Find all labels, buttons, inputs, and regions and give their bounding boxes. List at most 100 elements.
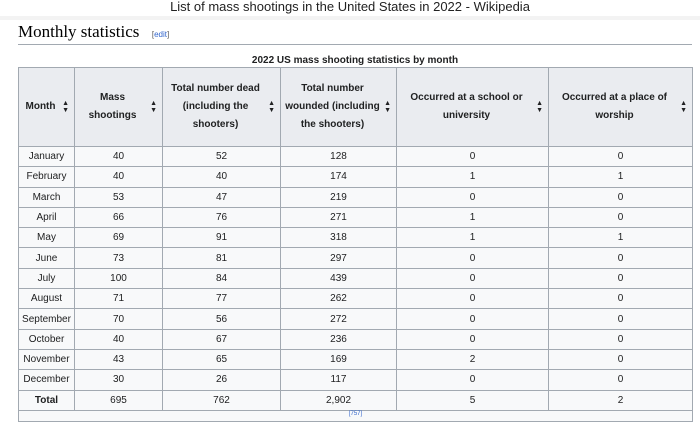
table-cell: 2 bbox=[396, 348, 549, 371]
total-cell: 2 bbox=[548, 389, 693, 411]
table-cell: 100 bbox=[74, 267, 163, 290]
sort-icon[interactable]: ▲ ▼ bbox=[536, 100, 543, 114]
table-cell: 219 bbox=[280, 186, 397, 208]
total-cell: Total bbox=[18, 389, 75, 411]
sort-icon[interactable]: ▲ ▼ bbox=[384, 100, 391, 114]
table-cell: 0 bbox=[548, 145, 693, 168]
sort-icon[interactable]: ▲ ▼ bbox=[62, 100, 69, 114]
table-cell: 117 bbox=[280, 369, 397, 391]
column-header[interactable]: Occurred at a place of worship ▲ ▼ bbox=[548, 67, 693, 147]
total-row: Total 695 762 2,902 5 2 bbox=[18, 389, 693, 411]
table-cell: July bbox=[18, 267, 75, 290]
table-cell: June bbox=[18, 247, 75, 269]
table-cell: August bbox=[18, 288, 75, 310]
table-cell: 0 bbox=[396, 247, 549, 269]
table-cell: January bbox=[18, 145, 75, 168]
table-cell: 0 bbox=[396, 186, 549, 208]
table-cell: 0 bbox=[548, 247, 693, 269]
table-cell: 0 bbox=[548, 348, 693, 371]
column-header[interactable]: Month ▲ ▼ bbox=[18, 67, 75, 147]
total-cell: 762 bbox=[162, 389, 281, 411]
table-row: January 40 52 128 0 0 bbox=[18, 145, 693, 168]
table-cell: 71 bbox=[74, 288, 163, 310]
table-cell: 53 bbox=[74, 186, 163, 208]
total-cell: 695 bbox=[74, 389, 163, 411]
edit-link[interactable]: edit bbox=[154, 30, 167, 39]
sort-icon[interactable]: ▲ ▼ bbox=[680, 100, 687, 114]
table-cell: 236 bbox=[280, 328, 397, 350]
edit-section: [edit] bbox=[151, 30, 170, 39]
table-cell: 1 bbox=[396, 227, 549, 249]
table-cell: 0 bbox=[548, 206, 693, 229]
table-cell: 174 bbox=[280, 166, 397, 188]
table-cell: 52 bbox=[162, 145, 281, 168]
table-cell: 69 bbox=[74, 227, 163, 249]
table-row: October 40 67 236 0 0 bbox=[18, 328, 693, 350]
table-cell: 77 bbox=[162, 288, 281, 310]
table-cell: 40 bbox=[162, 166, 281, 188]
table-cell: 169 bbox=[280, 348, 397, 371]
total-cell: 2,902 bbox=[280, 389, 397, 411]
table-row: May 69 91 318 1 1 bbox=[18, 227, 693, 249]
table-cell: 439 bbox=[280, 267, 397, 290]
table-row: April 66 76 271 1 0 bbox=[18, 206, 693, 229]
table-cell: 40 bbox=[74, 145, 163, 168]
table-cell: 66 bbox=[74, 206, 163, 229]
table-cell: 297 bbox=[280, 247, 397, 269]
table-row: July 100 84 439 0 0 bbox=[18, 267, 693, 290]
sort-icon[interactable]: ▲ ▼ bbox=[150, 100, 157, 114]
table-cell: 271 bbox=[280, 206, 397, 229]
table-cell: 1 bbox=[548, 166, 693, 188]
table-cell: 0 bbox=[548, 267, 693, 290]
table-cell: March bbox=[18, 186, 75, 208]
section-heading: Monthly statistics [edit] bbox=[18, 22, 692, 45]
table-cell: 0 bbox=[396, 369, 549, 391]
table-cell: 26 bbox=[162, 369, 281, 391]
column-header[interactable]: Total number dead (including the shooter… bbox=[162, 67, 281, 147]
table-cell: 0 bbox=[548, 288, 693, 310]
table-cell: 84 bbox=[162, 267, 281, 290]
table-cell: 272 bbox=[280, 308, 397, 330]
table-cell: 262 bbox=[280, 288, 397, 310]
table-row: September 70 56 272 0 0 bbox=[18, 308, 693, 330]
table-cell: 43 bbox=[74, 348, 163, 371]
table-row: February 40 40 174 1 1 bbox=[18, 166, 693, 188]
table-cell: 65 bbox=[162, 348, 281, 371]
table-row: June 73 81 297 0 0 bbox=[18, 247, 693, 269]
total-cell: 5 bbox=[396, 389, 549, 411]
header-label: Mass shootings bbox=[88, 92, 137, 121]
sort-icon[interactable]: ▲ ▼ bbox=[268, 100, 275, 114]
section-title: Monthly statistics bbox=[18, 22, 140, 41]
table-cell: September bbox=[18, 308, 75, 330]
table-cell: 0 bbox=[396, 288, 549, 310]
table-cell: 40 bbox=[74, 166, 163, 188]
table-cell: 0 bbox=[396, 328, 549, 350]
header-label: Occurred at a place of worship bbox=[561, 92, 668, 121]
table-cell: February bbox=[18, 166, 75, 188]
table-row: March 53 47 219 0 0 bbox=[18, 186, 693, 208]
column-header[interactable]: Occurred at a school or university ▲ ▼ bbox=[396, 67, 549, 147]
table-cell: 128 bbox=[280, 145, 397, 168]
table-cell: April bbox=[18, 206, 75, 229]
header-label: Total number dead (including the shooter… bbox=[171, 83, 260, 130]
table-cell: 70 bbox=[74, 308, 163, 330]
table-row: November 43 65 169 2 0 bbox=[18, 348, 693, 371]
table-row: August 71 77 262 0 0 bbox=[18, 288, 693, 310]
column-header[interactable]: Total number wounded (including the shoo… bbox=[280, 67, 397, 147]
table-cell: December bbox=[18, 369, 75, 391]
table-cell: November bbox=[18, 348, 75, 371]
table-cell: 91 bbox=[162, 227, 281, 249]
table-cell: 318 bbox=[280, 227, 397, 249]
column-header[interactable]: Mass shootings ▲ ▼ bbox=[74, 67, 163, 147]
table-cell: 0 bbox=[548, 308, 693, 330]
table-caption: 2022 US mass shooting statistics by mont… bbox=[251, 55, 459, 66]
table-cell: 0 bbox=[396, 308, 549, 330]
table-cell: 1 bbox=[548, 227, 693, 249]
footnote-link[interactable]: [757] bbox=[348, 410, 363, 417]
table-cell: 0 bbox=[548, 328, 693, 350]
table-cell: 1 bbox=[396, 206, 549, 229]
table-cell: 0 bbox=[396, 145, 549, 168]
table-cell: 76 bbox=[162, 206, 281, 229]
table-cell: 47 bbox=[162, 186, 281, 208]
header-label: Occurred at a school or university bbox=[410, 92, 523, 121]
